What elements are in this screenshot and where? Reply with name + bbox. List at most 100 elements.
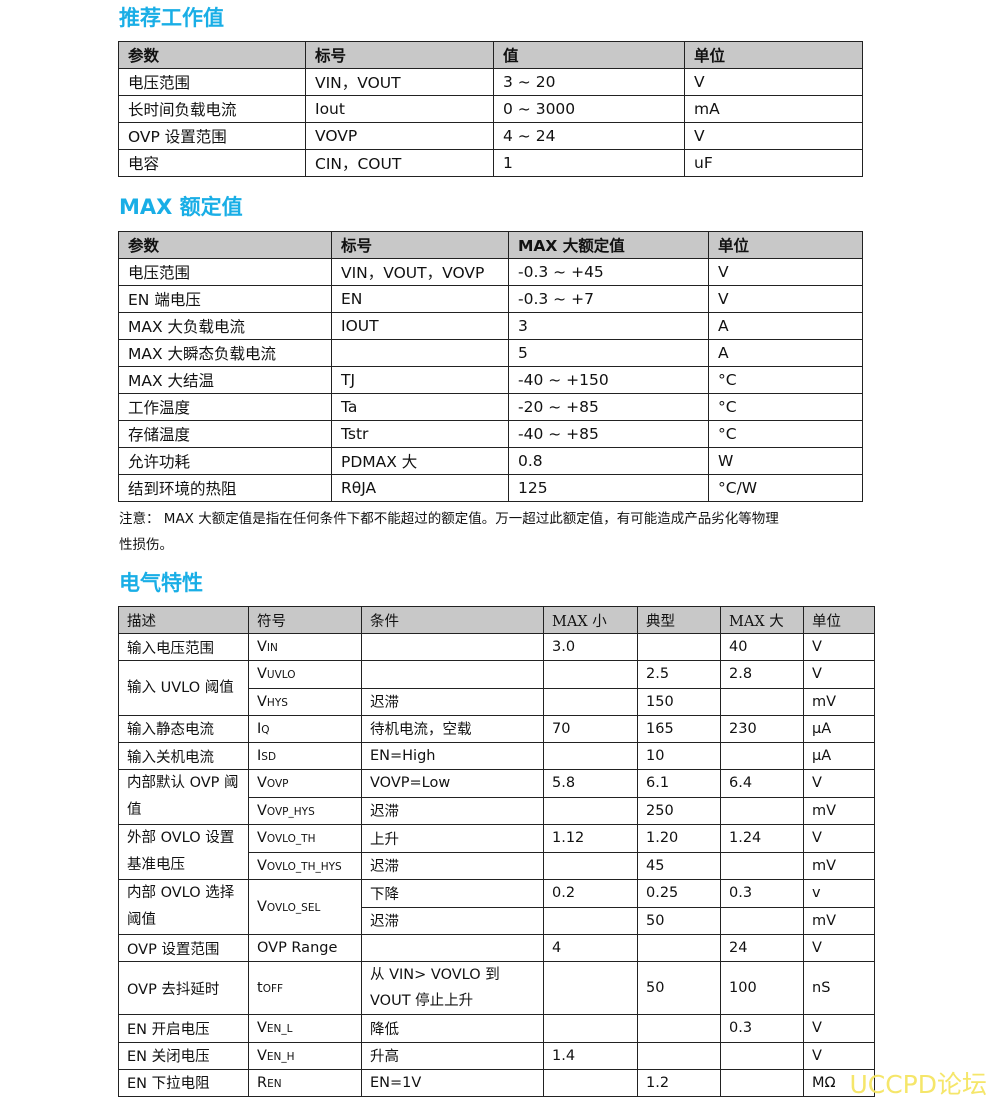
table-cell: 1.24 — [720, 824, 804, 853]
table-cell: 2.8 — [720, 660, 804, 689]
table-cell: uF — [684, 149, 863, 177]
table-cell — [720, 796, 804, 826]
electrical-title: 电气特性 — [119, 571, 203, 595]
table-cell: 3.0 — [543, 633, 638, 662]
table-cell: 100 — [720, 961, 804, 1016]
description-cell: 内部 OVLO 选择阈值 — [118, 879, 249, 936]
table-cell — [543, 660, 638, 689]
table-cell: 10 — [637, 741, 721, 771]
column-header: MAX 小 — [543, 605, 638, 635]
table-cell: 50 — [637, 961, 721, 1016]
table-row: 输入电压范围 VIN 3.0 40 V — [118, 633, 875, 662]
table-cell — [543, 741, 638, 771]
column-header: 值 — [493, 41, 685, 69]
table-cell: MΩ — [803, 1068, 875, 1097]
table-cell: EN=High — [361, 741, 544, 771]
table-cell: 0 ~ 3000 — [493, 95, 685, 123]
table-cell: 上升 — [361, 824, 544, 853]
table-cell: V — [803, 1041, 875, 1070]
electrical-table: 描述 符号 条件 MAX 小典型 MAX 大单位 输入电压范围 VIN 3.0 40 V 输入 UV… — [118, 605, 875, 1097]
column-header: 条件 — [361, 605, 544, 635]
table-row: 内部 OVLO 选择阈值 VOVLO_SEL 下降 0.2 0.25 0.3 v — [118, 879, 875, 936]
table-cell: 0.2 — [543, 879, 638, 908]
symbol-cell: VEN_H — [248, 1041, 362, 1070]
table-row: EN 下拉电阻 REN EN=1V 1.2 MΩ — [118, 1068, 875, 1097]
table-cell — [637, 633, 721, 662]
max-rating-table: 参数 标号 MAX 大额定值 单位 电压范围 VIN，VOUT，VOVP -0.3 ~ +4… — [118, 231, 863, 502]
symbol-main: V — [257, 857, 267, 874]
table-row: 输入 UVLO 阈值 VUVLO 2.5 2.8 V — [118, 660, 875, 716]
symbol-main: OVP Range — [257, 940, 338, 957]
table-cell: 250 — [637, 796, 721, 826]
table-cell: °C/W — [708, 474, 863, 502]
symbol-subscript: OVP_HYS — [266, 805, 315, 818]
symbol-subscript: OVP — [266, 778, 289, 791]
table-cell — [543, 687, 638, 716]
table-cell: A — [708, 312, 863, 340]
symbol-cell: IQ — [248, 714, 362, 743]
table-cell: EN=1V — [361, 1068, 544, 1097]
recommended-title: 推荐工作值 — [119, 6, 224, 30]
table-cell: -0.3 ~ +7 — [508, 285, 709, 313]
symbol-cell: VEN_L — [248, 1014, 362, 1043]
table-cell: -40 ~ +85 — [508, 420, 709, 448]
symbol-subscript: OVLO_TH_HYS — [266, 860, 342, 873]
column-header: 参数 — [118, 231, 332, 259]
table-cell: V — [803, 660, 875, 689]
table-cell: 3 ~ 20 — [493, 68, 685, 96]
table-cell: V — [684, 68, 863, 96]
description-cell: EN 开启电压 — [118, 1014, 249, 1043]
note: 注意： MAX 大额定值是指在任何条件下都不能超过的额定值。万一超过此额定值，有… — [119, 511, 779, 527]
table-row: 电压范围 VIN，VOUT 3 ~ 20 V — [118, 68, 863, 96]
table-cell — [331, 339, 509, 367]
table-cell: MAX 大负载电流 — [118, 312, 332, 340]
table-cell: V — [803, 633, 875, 662]
table-cell: °C — [708, 366, 863, 394]
table-cell: A — [708, 339, 863, 367]
symbol-main: V — [257, 775, 267, 792]
description-cell: 输入关机电流 — [118, 741, 249, 771]
table-cell: 迟滞 — [361, 687, 544, 716]
table-cell: 迟滞 — [361, 906, 544, 936]
symbol-subscript: OVLO_TH — [266, 833, 316, 846]
description-cell: EN 下拉电阻 — [118, 1068, 249, 1097]
symbol-subscript: OVLO_SEL — [266, 902, 321, 915]
table-cell — [720, 687, 804, 716]
symbol-main: R — [257, 1074, 268, 1091]
table-cell — [720, 1068, 804, 1097]
table-cell — [720, 851, 804, 881]
header-row: 参数 标号 MAX 大额定值 单位 — [118, 231, 863, 259]
table-cell: 工作温度 — [118, 393, 332, 421]
table-cell: 存储温度 — [118, 420, 332, 448]
table-cell: 6.1 — [637, 769, 721, 798]
table-cell: v — [803, 879, 875, 908]
table-cell: 150 — [637, 687, 721, 716]
description-cell: 内部默认 OVP 阈值 — [118, 769, 249, 826]
symbol-main: V — [257, 899, 267, 916]
table-row: 工作温度 Ta -20 ~ +85 °C — [118, 393, 863, 421]
description-cell: 输入静态电流 — [118, 714, 249, 743]
table-cell: Iout — [305, 95, 494, 123]
table-cell: 4 ~ 24 — [493, 122, 685, 150]
table-cell: 电容 — [118, 149, 306, 177]
table-row: EN 端电压 EN -0.3 ~ +7 V — [118, 285, 863, 313]
table-row: 电容 CIN，COUT 1 uF — [118, 149, 863, 177]
table-cell — [543, 906, 638, 936]
symbol-cell: VOVLO_TH — [248, 824, 362, 853]
table-cell: mV — [803, 687, 875, 716]
symbol-main: I — [257, 720, 262, 737]
table-cell: 230 — [720, 714, 804, 743]
table-cell — [543, 851, 638, 881]
recommended-table: 参数 标号值单位 电压范围 VIN，VOUT 3 ~ 20 V 长时间负载电流 Iout 0 ~… — [118, 41, 863, 177]
table-cell: mA — [684, 95, 863, 123]
table-cell — [543, 796, 638, 826]
table-cell: CIN，COUT — [305, 149, 494, 177]
symbol-main: t — [257, 980, 263, 997]
table-cell: 50 — [637, 906, 721, 936]
table-cell — [543, 1014, 638, 1043]
table-cell: TJ — [331, 366, 509, 394]
symbol-cell: OVP Range — [248, 934, 362, 963]
table-row: EN 开启电压 VEN_L 降低 0.3 V — [118, 1014, 875, 1043]
table-cell: 2.5 — [637, 660, 721, 689]
column-header: MAX 大 — [720, 605, 804, 635]
